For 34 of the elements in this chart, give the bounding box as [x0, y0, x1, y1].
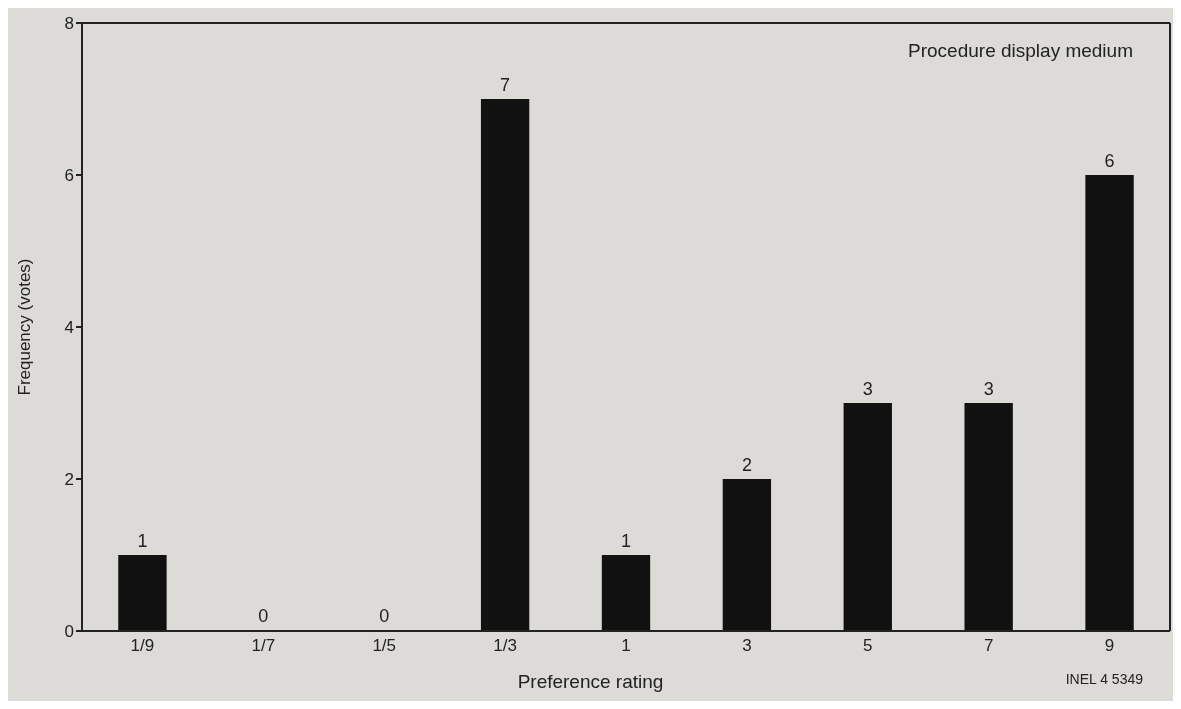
x-axis-title: Preference rating: [517, 671, 664, 692]
bar: [722, 479, 772, 631]
data-label: 6: [1104, 151, 1115, 171]
y-axis-title: Frequency (votes): [15, 258, 35, 396]
data-label: 0: [258, 606, 269, 626]
x-tick-label: 5: [863, 636, 873, 656]
x-tick-label: 9: [1104, 636, 1115, 656]
text: Procedure display medium: [908, 40, 1133, 62]
data-label: 3: [983, 379, 994, 399]
bar: [601, 555, 651, 631]
x-tick-label: 1/5: [372, 636, 397, 656]
x-tick-label: 1/7: [251, 636, 276, 656]
data-label: 2: [741, 455, 752, 475]
y-tick-label: 2: [64, 470, 74, 490]
x-tick-label: 3: [742, 636, 752, 656]
data-label: 1: [137, 531, 148, 551]
data-label: 3: [862, 379, 873, 399]
x-tick-label: 1: [621, 636, 631, 656]
bar: [118, 555, 167, 631]
y-tick-label: 0: [64, 622, 74, 642]
bar: [1085, 175, 1134, 631]
bar: [964, 403, 1013, 631]
y-tick-label: 8: [64, 14, 74, 34]
x-tick-label: 1/9: [130, 636, 155, 656]
bar: [480, 99, 530, 631]
data-label: 7: [500, 75, 511, 95]
data-label: 1: [620, 531, 632, 551]
y-tick-label: 6: [64, 166, 74, 186]
x-tick-label: 7: [983, 636, 994, 656]
bar: [843, 403, 892, 631]
text: INEL 4 5349: [1065, 671, 1143, 687]
x-tick-label: 1/3: [493, 636, 517, 656]
data-label: 0: [379, 606, 390, 626]
y-tick-label: 4: [64, 318, 74, 338]
